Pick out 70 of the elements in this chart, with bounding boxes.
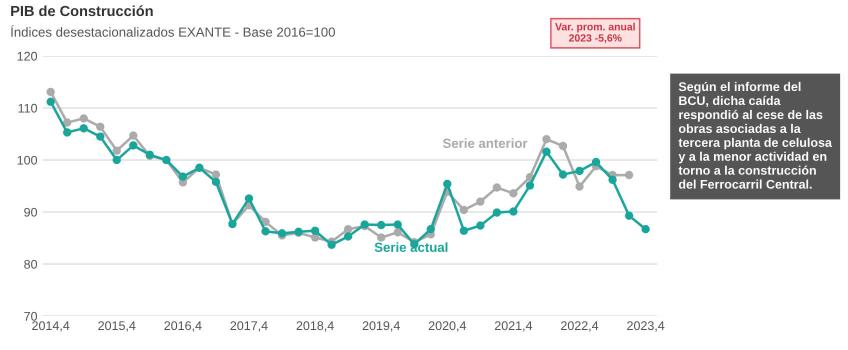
- point: [129, 131, 138, 140]
- point: [63, 128, 72, 137]
- point: [377, 233, 386, 242]
- y-tick-label: 100: [18, 156, 38, 165]
- point: [327, 240, 336, 249]
- y-tick-label: 80: [24, 260, 38, 269]
- point: [310, 226, 320, 235]
- x-tick-label: 2018,4: [296, 321, 334, 332]
- point: [244, 194, 254, 203]
- point: [212, 170, 220, 179]
- point: [96, 132, 104, 141]
- y-tick-label: 120: [18, 52, 38, 61]
- y-tick-label: 110: [18, 104, 38, 113]
- point: [96, 122, 104, 131]
- point: [344, 225, 352, 234]
- x-tick-label: 2021,4: [494, 321, 532, 332]
- x-tick-label: 2019,4: [362, 321, 400, 332]
- point: [80, 124, 88, 132]
- x-tick-label: 2017,4: [230, 321, 268, 332]
- point: [63, 118, 72, 127]
- point: [542, 148, 551, 156]
- x-tick-label: 2014,4: [32, 321, 70, 332]
- chart-title: PIB de Construcción: [11, 5, 153, 16]
- point: [492, 183, 502, 192]
- point: [212, 178, 220, 186]
- series-label: Serie anterior: [442, 138, 528, 148]
- y-tick-label: 90: [24, 208, 38, 217]
- y-tick-label: 70: [24, 312, 38, 321]
- point: [476, 221, 485, 230]
- point: [476, 197, 485, 206]
- point: [310, 233, 320, 242]
- point: [509, 189, 518, 198]
- point: [526, 181, 534, 190]
- point: [394, 228, 402, 236]
- x-tick-label: 2016,4: [164, 321, 202, 332]
- point: [542, 135, 551, 144]
- point: [261, 227, 270, 236]
- point: [80, 114, 88, 123]
- point: [178, 172, 188, 181]
- point: [112, 156, 121, 164]
- point: [261, 218, 270, 226]
- text: Según el informe del BCU, dicha caída respondió al cese de las obras asociadas a la tercera planta de celulosa y a la menor actividad en torno a la construcción del Ferrocarril Central.: [678, 82, 832, 189]
- x-tick-label: 2023,4: [627, 321, 664, 332]
- point: [492, 208, 502, 217]
- point: [112, 146, 121, 155]
- x-tick-label: 2015,4: [98, 321, 136, 332]
- x-tick-label: 2020,4: [428, 321, 466, 332]
- point: [377, 220, 386, 230]
- point: [641, 225, 650, 234]
- point: [558, 142, 568, 150]
- point: [394, 220, 402, 229]
- point: [460, 206, 468, 214]
- point: [608, 176, 617, 184]
- point: [624, 170, 634, 180]
- point: [558, 170, 568, 179]
- text: Var. prom. anual 2023 -5,6%: [555, 22, 635, 44]
- point: [426, 225, 435, 234]
- point: [344, 232, 352, 241]
- point: [460, 226, 468, 235]
- point: [509, 207, 518, 216]
- point: [575, 182, 584, 191]
- point: [46, 98, 55, 106]
- point: [46, 88, 55, 96]
- point: [575, 166, 584, 176]
- point: [592, 158, 600, 166]
- x-tick-label: 2022,4: [561, 321, 598, 332]
- chart-subtitle: Índices desestacionalizados EXANTE - Base 2016=100: [11, 25, 335, 37]
- point: [624, 212, 634, 220]
- point: [443, 180, 452, 188]
- point: [129, 141, 138, 150]
